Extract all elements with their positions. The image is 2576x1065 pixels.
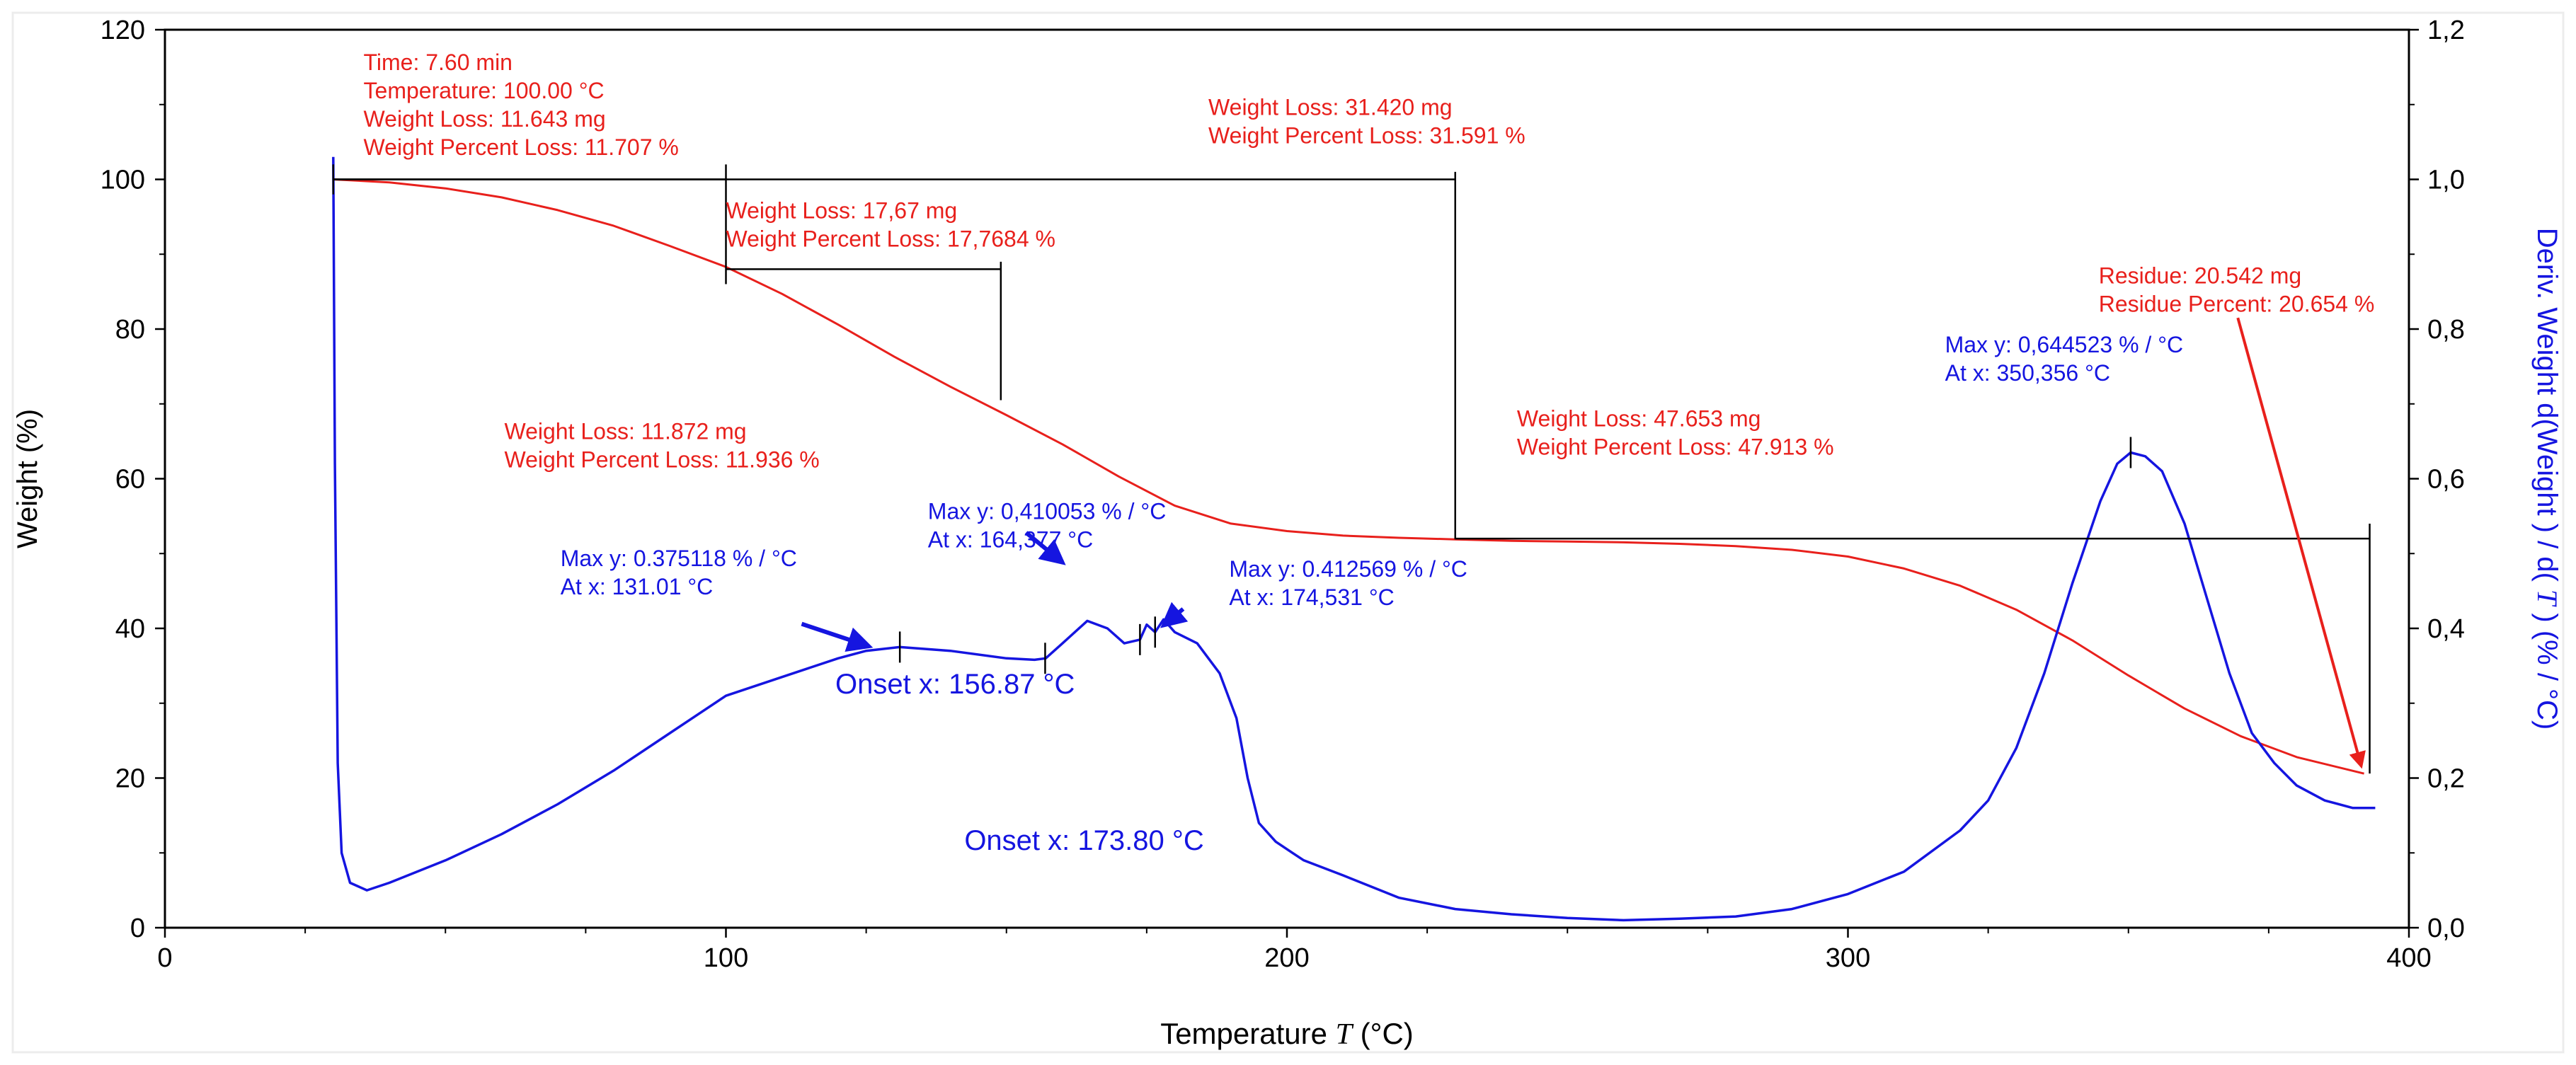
y2-tick-label: 0,6 xyxy=(2427,465,2465,495)
annotation-line: Max y: 0,644523 % / °C xyxy=(1945,332,2184,357)
x-tick-label: 300 xyxy=(1826,943,1870,973)
y-tick-label: 40 xyxy=(115,614,145,644)
annotation-line: Residue: 20.542 mg xyxy=(2099,263,2301,288)
y2-tick-label: 0,0 xyxy=(2427,914,2465,943)
y2-tick-label: 0,4 xyxy=(2427,614,2465,644)
y-tick-label: 0 xyxy=(130,914,145,943)
annotation-residue: Residue: 20.542 mg Residue Percent: 20.65… xyxy=(2099,263,2375,316)
annotation-line: Weight Percent Loss: 17,7684 % xyxy=(726,226,1055,251)
y2-axis-label: Deriv. Weight d(Weight ) / d( T ) (% / °… xyxy=(2531,228,2563,730)
annotation-line: Weight Loss: 11.872 mg xyxy=(504,418,746,444)
annotation-line: Weight Loss: 17,67 mg xyxy=(726,197,958,223)
y2-tick-label: 1,0 xyxy=(2427,166,2465,195)
annotation-line: At x: 174,531 °C xyxy=(1229,585,1394,610)
annotation-line: Onset x: 173.80 °C xyxy=(964,825,1203,856)
annotation-max-131: Max y: 0.375118 % / °C At x: 131.01 °C xyxy=(561,546,797,599)
y2-tick-label: 0,2 xyxy=(2427,764,2465,794)
x-tick-label: 400 xyxy=(2386,943,2431,973)
y-tick-label: 20 xyxy=(115,764,145,794)
annotation-time-note: Time: 7.60 min Temperature: 100.00 °C Weig… xyxy=(364,50,679,160)
annotation-loss-47: Weight Loss: 47.653 mg Weight Percent Los… xyxy=(1517,405,1834,459)
peak-arrow xyxy=(1024,531,1066,565)
annotation-line: At x: 131.01 °C xyxy=(561,574,714,599)
y-axis-label: Weight (%) xyxy=(12,409,43,548)
annotation-line: Weight Percent Loss: 47.913 % xyxy=(1517,434,1834,459)
annotation-line: At x: 350,356 °C xyxy=(1945,360,2110,386)
annotation-max-164: Max y: 0,410053 % / °C At x: 164,377 °C xyxy=(928,499,1167,553)
y-tick-label: 100 xyxy=(101,166,145,195)
y-tick-label: 80 xyxy=(115,315,145,345)
peak-arrow xyxy=(801,621,874,652)
annotation-line: Weight Percent Loss: 31.591 % xyxy=(1208,123,1525,149)
x-axis-label: Temperature T (°C) xyxy=(1160,1017,1414,1051)
annotation-line: Weight Loss: 47.653 mg xyxy=(1517,405,1761,431)
annotation-loss-31: Weight Loss: 31.420 mg Weight Percent Los… xyxy=(1208,95,1525,149)
annotation-line: Max y: 0.412569 % / °C xyxy=(1229,556,1467,582)
x-tick-label: 100 xyxy=(704,943,748,973)
y-tick-label: 60 xyxy=(115,465,145,495)
residue-arrow xyxy=(2236,317,2366,769)
annotation-line: Time: 7.60 min xyxy=(364,50,513,75)
annotation-loss-11-8: Weight Loss: 11.872 mg Weight Percent Los… xyxy=(504,418,819,472)
annotation-line: Onset x: 156.87 °C xyxy=(835,669,1075,700)
annotation-onset-156: Onset x: 156.87 °C xyxy=(835,669,1075,700)
annotation-line: Max y: 0,410053 % / °C xyxy=(928,499,1167,524)
annotation-line: At x: 164,377 °C xyxy=(928,527,1093,553)
annotation-line: Weight Percent Loss: 11.707 % xyxy=(364,134,679,160)
annotation-line: Weight Percent Loss: 11.936 % xyxy=(504,447,819,472)
annotation-max-174: Max y: 0.412569 % / °C At x: 174,531 °C xyxy=(1229,556,1467,610)
x-tick-label: 200 xyxy=(1264,943,1309,973)
annotation-line: Temperature: 100.00 °C xyxy=(364,78,605,103)
annotation-line: Residue Percent: 20.654 % xyxy=(2099,291,2375,316)
y-tick-label: 120 xyxy=(101,16,145,45)
y2-tick-label: 0,8 xyxy=(2427,315,2465,345)
weight-line xyxy=(333,178,2364,775)
annotation-line: Max y: 0.375118 % / °C xyxy=(561,546,797,571)
peak-arrow xyxy=(1160,601,1189,628)
annotation-max-350: Max y: 0,644523 % / °C At x: 350,356 °C xyxy=(1945,332,2184,386)
x-tick-label: 0 xyxy=(157,943,172,973)
y2-tick-label: 1,2 xyxy=(2427,16,2465,45)
deriv-weight-line xyxy=(332,156,2376,922)
annotation-onset-173: Onset x: 173.80 °C xyxy=(964,825,1203,856)
annotation-line: Weight Loss: 31.420 mg xyxy=(1208,95,1453,120)
annotation-loss-17: Weight Loss: 17,67 mg Weight Percent Loss… xyxy=(726,197,1055,251)
annotation-line: Weight Loss: 11.643 mg xyxy=(364,106,606,132)
figure-frame xyxy=(11,11,2565,1054)
